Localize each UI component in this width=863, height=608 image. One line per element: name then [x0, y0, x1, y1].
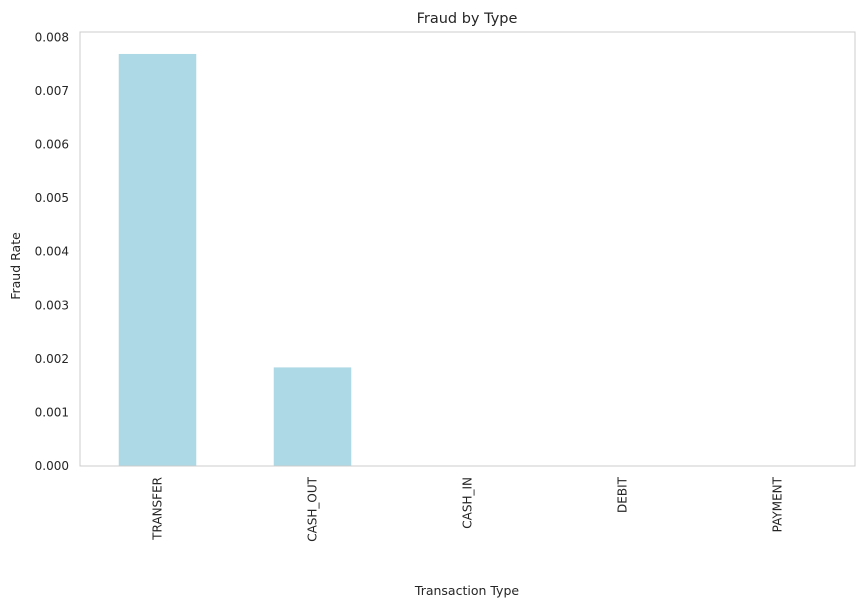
y-tick-label: 0.004 — [35, 245, 69, 259]
y-tick-label: 0.005 — [35, 191, 69, 205]
y-tick-label: 0.001 — [35, 405, 69, 419]
plot-frame — [79, 31, 856, 467]
chart-title: Fraud by Type — [417, 11, 518, 27]
y-tick-label: 0.000 — [35, 459, 69, 473]
x-tick-label: PAYMENT — [771, 476, 785, 532]
x-ticks-group: TRANSFER CASH_OUT CASH_IN DEBIT PAYMENT — [151, 476, 785, 541]
x-tick-label: CASH_OUT — [306, 476, 320, 541]
y-tick-label: 0.003 — [35, 298, 69, 312]
bar-transfer — [118, 53, 197, 467]
x-tick-label: TRANSFER — [151, 477, 165, 541]
x-tick-label: CASH_IN — [461, 477, 475, 529]
y-axis-label: Fraud Rate — [8, 232, 23, 300]
y-tick-label: 0.006 — [35, 138, 69, 152]
bar-cash-out — [273, 367, 352, 466]
y-tick-label: 0.008 — [35, 30, 69, 44]
y-tick-label: 0.002 — [35, 352, 69, 366]
y-tick-label: 0.007 — [35, 84, 69, 98]
y-ticks-group: 0.000 0.001 0.002 0.003 0.004 0.005 0.006 0.007… — [35, 30, 69, 473]
x-tick-label: DEBIT — [616, 476, 630, 513]
bars-group — [118, 53, 352, 467]
x-axis-label: Transaction Type — [414, 583, 520, 598]
